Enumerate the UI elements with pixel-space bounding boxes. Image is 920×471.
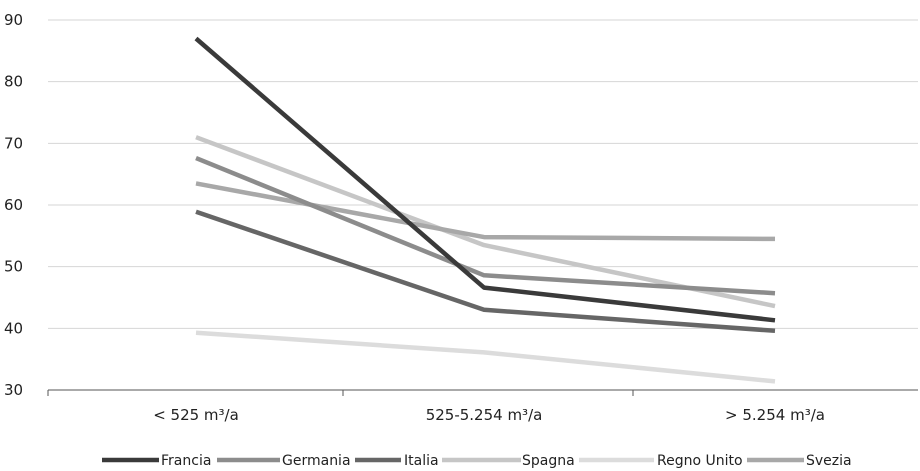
y-tick-label-70: 70 [4, 134, 23, 152]
x-tick-label-0: < 525 m³/a [153, 406, 239, 424]
series-line-svezia [195, 181, 776, 242]
legend-label-svezia: Svezia [806, 453, 852, 469]
y-tick-labels: 30 40 50 60 70 80 90 [4, 11, 23, 399]
y-tick-label-50: 50 [4, 258, 23, 276]
x-tick-label-1: 525-5.254 m³/a [426, 406, 543, 424]
series-line-francia [194, 36, 776, 323]
legend-label-spagna: Spagna [522, 453, 575, 469]
legend: Francia Germania Italia Spagna Regno Unito Sv… [102, 453, 852, 469]
legend-label-francia: Francia [161, 453, 211, 469]
y-tick-label-30: 30 [4, 381, 23, 399]
y-tick-label-80: 80 [4, 73, 23, 91]
series-line-regno-unito [195, 330, 776, 384]
series-line-spagna [195, 135, 776, 309]
axes [47, 389, 918, 396]
y-tick-label-90: 90 [4, 11, 23, 29]
gridlines [48, 19, 918, 329]
legend-label-italia: Italia [404, 453, 439, 469]
y-tick-label-60: 60 [4, 196, 23, 214]
series-line-germania [195, 156, 776, 296]
series-lines [194, 36, 776, 384]
x-tick-labels: < 525 m³/a 525-5.254 m³/a > 5.254 m³/a [153, 406, 825, 424]
legend-label-regno-unito: Regno Unito [657, 453, 743, 469]
legend-label-germania: Germania [282, 453, 351, 469]
y-tick-label-40: 40 [4, 319, 23, 337]
x-tick-label-2: > 5.254 m³/a [725, 406, 825, 424]
series-line-italia [195, 209, 776, 334]
